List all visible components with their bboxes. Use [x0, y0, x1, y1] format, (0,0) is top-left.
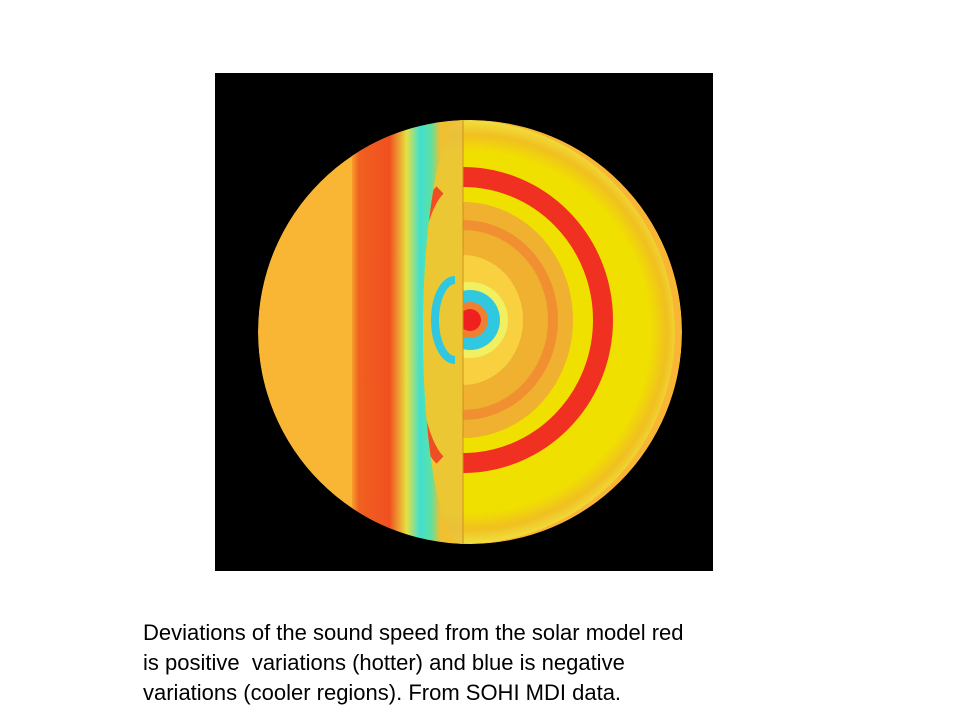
caption-line: is positive variations (hotter) and blue… [143, 650, 625, 675]
caption-line: Deviations of the sound speed from the s… [143, 620, 684, 645]
caption: Deviations of the sound speed from the s… [143, 618, 684, 708]
caption-line: variations (cooler regions). From SOHI M… [143, 680, 622, 705]
sun-image [215, 73, 713, 571]
sphere [258, 120, 682, 544]
